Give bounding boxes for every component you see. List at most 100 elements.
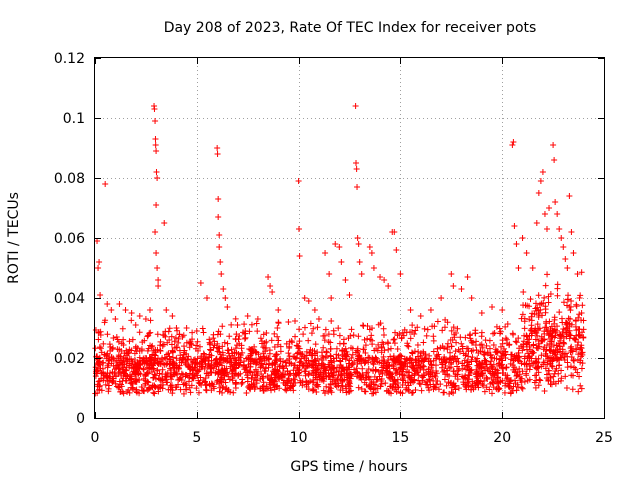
data-point	[568, 229, 575, 235]
data-point	[271, 330, 278, 337]
data-point	[151, 390, 158, 397]
data-point	[566, 335, 573, 342]
data-point	[182, 358, 189, 365]
data-point	[416, 380, 423, 387]
data-point	[179, 333, 186, 340]
data-point	[150, 357, 157, 364]
data-point	[434, 318, 441, 325]
data-point	[186, 370, 193, 377]
data-point	[479, 344, 486, 351]
data-point	[338, 371, 345, 378]
data-point	[113, 333, 120, 340]
data-point	[412, 387, 419, 394]
data-point	[96, 259, 103, 265]
data-point	[330, 364, 337, 371]
data-point	[345, 382, 352, 389]
data-point	[180, 343, 187, 350]
data-point	[462, 375, 469, 382]
data-point	[337, 376, 344, 383]
data-point	[472, 327, 479, 334]
data-point	[526, 376, 533, 383]
data-point	[219, 362, 226, 369]
data-point	[540, 359, 547, 366]
data-point	[563, 333, 570, 340]
data-point	[378, 343, 385, 350]
data-point	[186, 339, 193, 346]
data-point	[315, 383, 322, 390]
data-point	[286, 372, 293, 379]
data-point	[144, 333, 151, 340]
data-point	[280, 371, 287, 378]
data-point	[578, 269, 585, 276]
data-point	[354, 235, 361, 241]
data-point	[417, 381, 424, 388]
data-point	[368, 250, 375, 256]
data-point	[369, 358, 376, 365]
data-point	[122, 307, 129, 313]
data-point	[260, 344, 267, 351]
data-point	[489, 390, 496, 397]
data-point	[232, 315, 239, 322]
data-point	[126, 389, 133, 396]
data-point	[349, 351, 356, 358]
data-point	[193, 370, 200, 377]
data-point	[576, 326, 583, 333]
data-point	[473, 358, 480, 365]
data-point	[128, 347, 135, 354]
data-point	[359, 365, 366, 372]
data-point	[300, 331, 307, 338]
data-point	[428, 361, 435, 368]
data-point	[333, 345, 340, 352]
data-point	[579, 349, 586, 356]
data-point	[386, 389, 393, 396]
data-point	[515, 265, 522, 271]
data-point	[569, 348, 576, 355]
data-point	[546, 205, 553, 211]
data-point	[146, 307, 153, 313]
data-point	[489, 380, 496, 387]
data-point	[365, 373, 372, 380]
data-point	[552, 326, 559, 333]
data-point	[538, 352, 545, 359]
data-point	[159, 366, 166, 373]
data-point	[513, 241, 520, 247]
data-point	[299, 382, 306, 389]
data-point	[484, 349, 491, 356]
data-point	[519, 368, 526, 375]
data-point	[536, 376, 543, 383]
data-point	[215, 345, 222, 352]
data-point	[545, 299, 552, 306]
data-point	[577, 292, 584, 299]
data-point	[227, 389, 234, 396]
data-point	[411, 371, 418, 378]
data-point	[338, 259, 345, 265]
data-point	[575, 331, 582, 338]
data-point	[429, 323, 436, 330]
data-point	[157, 376, 164, 383]
y-tick-label: 0.1	[63, 111, 85, 127]
data-point	[399, 390, 406, 397]
data-point	[286, 360, 293, 367]
data-point	[569, 386, 576, 393]
data-point	[105, 388, 112, 395]
data-point	[427, 358, 434, 365]
data-point	[362, 357, 369, 364]
data-point	[326, 373, 333, 380]
data-point	[390, 365, 397, 372]
data-point	[294, 365, 301, 372]
data-point	[536, 337, 543, 344]
data-point	[313, 389, 320, 396]
data-point	[106, 357, 113, 364]
data-point	[512, 377, 519, 384]
data-point	[269, 289, 276, 295]
data-point	[332, 380, 339, 387]
data-point	[570, 250, 577, 256]
data-point	[564, 265, 571, 271]
data-point	[535, 190, 542, 196]
data-point	[193, 342, 200, 349]
data-point	[107, 347, 114, 354]
data-point	[536, 310, 543, 317]
data-point	[241, 335, 248, 342]
data-point	[391, 229, 398, 235]
data-point	[568, 347, 575, 354]
